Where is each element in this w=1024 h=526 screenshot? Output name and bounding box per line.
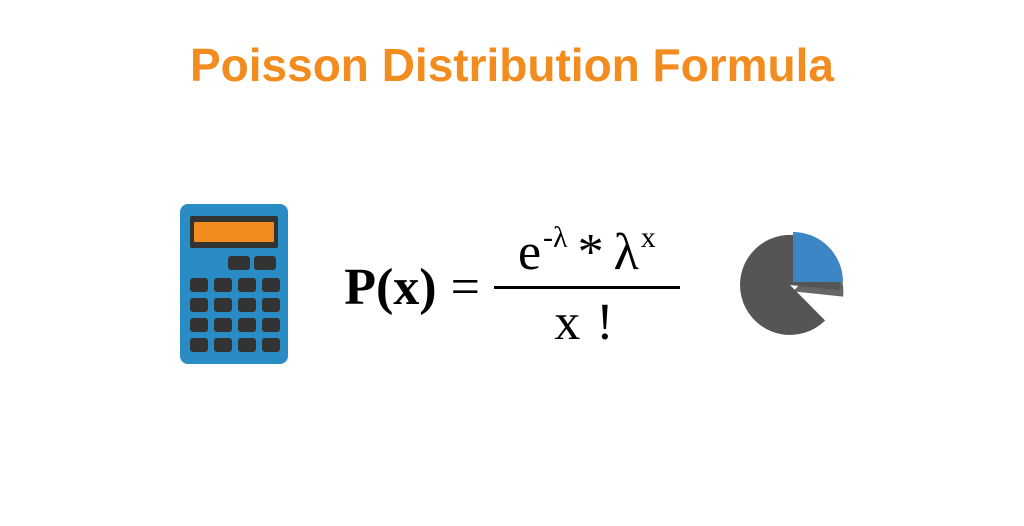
formula-denominator: x!: [530, 291, 643, 354]
content-row: P(x) = e-λ * λx x!: [0, 200, 1024, 375]
den-bang: !: [596, 293, 619, 352]
pie-chart-icon: [730, 225, 850, 350]
poisson-formula: P(x) = e-λ * λx x!: [344, 221, 680, 354]
den-x: x: [554, 293, 586, 352]
num-lambda-exp: x: [641, 221, 656, 254]
num-e: e: [518, 224, 541, 281]
formula-numerator: e-λ * λx: [494, 221, 680, 284]
formula-lhs: P(x): [344, 258, 436, 317]
num-op: *: [578, 223, 604, 282]
page-title: Poisson Distribution Formula: [0, 38, 1024, 92]
fraction-bar: [494, 286, 680, 289]
num-e-exp: -λ: [543, 221, 568, 254]
formula-equals: =: [451, 258, 480, 317]
calculator-icon: [174, 200, 294, 375]
pie-slice-blue: [793, 232, 843, 282]
formula-fraction: e-λ * λx x!: [494, 221, 680, 354]
num-lambda: λ: [614, 224, 639, 281]
